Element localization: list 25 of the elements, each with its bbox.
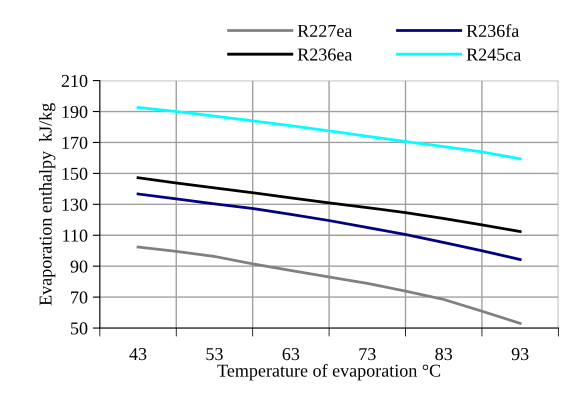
line-series [136,106,522,160]
y-tick-label: 150 [62,168,88,180]
y-tick-label: 130 [62,198,88,211]
y-tick-label: 210 [62,74,88,88]
x-tick-label: 93 [512,348,528,360]
x-tick-label: 63 [282,348,300,360]
legend-label: R227ea [298,24,352,37]
y-tick-label: 50 [71,322,88,334]
y-axis-title: Evaporation enthalpy kJ/kg [38,103,56,306]
x-tick-label: 83 [435,348,452,360]
legend-label: R236ea [298,48,352,61]
x-tick-label: 73 [359,348,376,360]
y-tick-label: 90 [70,260,88,273]
line-series [136,176,522,233]
line-series [136,192,522,261]
legend-label: R236fa [466,24,520,37]
y-tick-label: 110 [63,230,88,242]
y-tick-label: 70 [71,291,88,304]
x-tick-label: 43 [129,348,146,360]
legend-label: R245ca [466,48,522,61]
y-tick-label: 190 [62,106,88,118]
y-tick-label: 170 [62,136,88,149]
line-series [136,246,522,325]
x-axis-title: Temperature of evaporation °C [217,364,440,380]
x-tick-label: 53 [206,348,223,360]
